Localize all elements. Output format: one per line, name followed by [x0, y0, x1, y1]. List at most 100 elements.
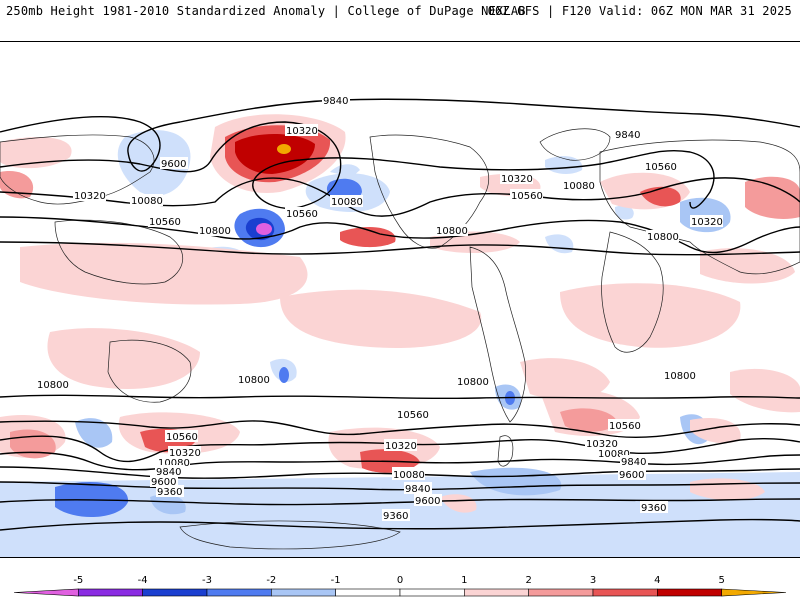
svg-text:10080: 10080 [331, 197, 363, 208]
contour-label: 9600 [150, 475, 178, 488]
svg-text:10080: 10080 [158, 458, 190, 469]
svg-text:10800: 10800 [436, 226, 468, 237]
contour-label: 9360 [382, 509, 410, 522]
svg-text:9360: 9360 [641, 503, 666, 514]
colorbar-segments [13, 588, 787, 597]
svg-text:9840: 9840 [323, 96, 348, 107]
svg-text:10080: 10080 [598, 449, 630, 460]
contour-label: 10560 [396, 408, 429, 421]
svg-text:10560: 10560 [645, 162, 677, 173]
contour-label: 10560 [510, 189, 543, 202]
svg-text:10560: 10560 [149, 217, 181, 228]
colorbar-tick-label: 4 [654, 575, 660, 586]
contour-label: 9840 [614, 128, 642, 141]
colorbar-tick-label: 2 [525, 575, 531, 586]
colorbar-tick-label: 5 [718, 575, 724, 586]
contour-label: 10560 [608, 419, 641, 432]
contour-label: 10320 [585, 437, 618, 450]
colorbar-segment [721, 588, 787, 597]
contour-label: 10800 [646, 230, 679, 243]
contour-labels: 9840 10320 9600 10320 10080 10560 10800 … [36, 94, 723, 522]
contour-label: 10320 [73, 189, 106, 202]
svg-text:9600: 9600 [151, 477, 176, 488]
contour-label: 10800 [663, 369, 696, 382]
contour-label: 10800 [198, 224, 231, 237]
contour-label: 10080 [392, 468, 425, 481]
colorbar-segment [592, 588, 658, 597]
svg-text:10080: 10080 [393, 470, 425, 481]
contour-label: 10080 [130, 194, 163, 207]
colorbar-segment [399, 588, 465, 597]
colorbar-tick-label: -3 [202, 575, 212, 586]
colorbar-tick-label: 0 [397, 575, 403, 586]
contour-label: 10800 [237, 373, 270, 386]
colorbar-tick-label: -5 [73, 575, 83, 586]
anomaly-colorbar: -5 -4 -3 -2 -1 0 1 2 3 4 5 [13, 575, 787, 597]
svg-text:10560: 10560 [511, 191, 543, 202]
svg-text:10320: 10320 [74, 191, 106, 202]
svg-text:10800: 10800 [457, 377, 489, 388]
contour-label: 10320 [384, 439, 417, 452]
colorbar-segment [528, 588, 594, 597]
svg-text:9840: 9840 [156, 467, 181, 478]
colorbar-tick-label: -2 [266, 575, 276, 586]
svg-text:10800: 10800 [664, 371, 696, 382]
contour-label: 10800 [435, 224, 468, 237]
svg-text:10800: 10800 [37, 380, 69, 391]
contour-label: 10320 [168, 446, 201, 459]
contour-label: 10080 [330, 195, 363, 208]
contour-label: 9360 [640, 501, 668, 514]
contour-label: 10320 [500, 172, 533, 185]
svg-text:9840: 9840 [405, 484, 430, 495]
svg-text:10560: 10560 [397, 410, 429, 421]
contour-label: 10560 [285, 207, 318, 220]
colorbar-segment [206, 588, 272, 597]
contour-label: 10800 [456, 375, 489, 388]
colorbar-segment [13, 588, 79, 597]
svg-text:10560: 10560 [609, 421, 641, 432]
contour-label: 10320 [690, 215, 723, 228]
svg-text:9360: 9360 [383, 511, 408, 522]
svg-text:10800: 10800 [647, 232, 679, 243]
svg-text:10320: 10320 [286, 126, 318, 137]
svg-text:10080: 10080 [563, 181, 595, 192]
colorbar-segment [142, 588, 208, 597]
contour-label: 9840 [322, 94, 350, 107]
anomaly-map: 9840 10320 9600 10320 10080 10560 10800 … [0, 41, 800, 558]
colorbar-tick-label: 3 [590, 575, 596, 586]
contour-label: 10080 [562, 179, 595, 192]
contour-label: 10560 [165, 430, 198, 443]
contour-label: 9360 [156, 485, 184, 498]
svg-text:10080: 10080 [131, 196, 163, 207]
svg-text:10560: 10560 [166, 432, 198, 443]
contour-label: 10560 [644, 160, 677, 173]
svg-text:9360: 9360 [157, 487, 182, 498]
colorbar-tick-label: -4 [138, 575, 148, 586]
svg-text:10320: 10320 [385, 441, 417, 452]
contour-label: 9600 [160, 157, 188, 170]
positive-anomaly-shading [0, 114, 800, 513]
map-canvas: 9840 10320 9600 10320 10080 10560 10800 … [0, 94, 800, 557]
colorbar-segment [78, 588, 143, 597]
svg-text:9840: 9840 [621, 457, 646, 468]
colorbar-tick-label: -1 [331, 575, 341, 586]
map-title: 250mb Height 1981-2010 Standardized Anom… [6, 4, 526, 18]
svg-text:10800: 10800 [238, 375, 270, 386]
contour-label: 10560 [148, 215, 181, 228]
svg-text:9600: 9600 [415, 496, 440, 507]
contour-label: 10800 [36, 378, 69, 391]
contour-label: 9840 [620, 455, 648, 468]
colorbar-segment [335, 588, 401, 597]
svg-text:10320: 10320 [691, 217, 723, 228]
contour-label: 9840 [155, 465, 183, 478]
model-run-label: 06Z GFS | F120 Valid: 06Z MON MAR 31 202… [487, 4, 792, 18]
svg-text:10800: 10800 [199, 226, 231, 237]
svg-text:10560: 10560 [286, 209, 318, 220]
svg-text:9600: 9600 [161, 159, 186, 170]
colorbar-ticks: -5 -4 -3 -2 -1 0 1 2 3 4 5 [73, 575, 725, 586]
coastlines [0, 128, 800, 550]
colorbar-segment [464, 588, 529, 597]
contour-label: 10320 [285, 124, 318, 137]
svg-text:10320: 10320 [169, 448, 201, 459]
svg-text:10320: 10320 [586, 439, 618, 450]
